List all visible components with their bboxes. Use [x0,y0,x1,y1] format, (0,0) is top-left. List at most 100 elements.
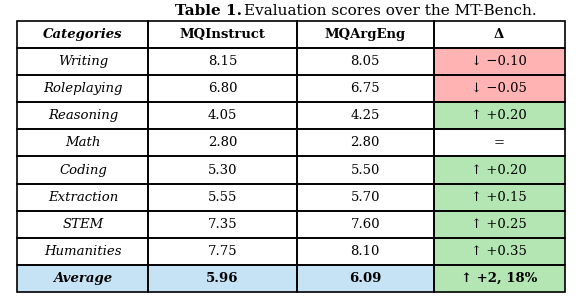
Text: ↑ +0.35: ↑ +0.35 [471,245,527,258]
Bar [148,21,297,48]
Text: 4.25: 4.25 [350,109,380,122]
Bar [297,184,434,211]
Bar [434,102,565,129]
Text: MQInstruct: MQInstruct [180,28,265,41]
Text: 5.50: 5.50 [350,164,380,176]
Bar [297,265,434,292]
Text: Table 1.: Table 1. [175,4,242,18]
Text: ↑ +0.20: ↑ +0.20 [471,164,527,176]
Bar [148,129,297,156]
Bar [17,238,148,265]
Bar [297,129,434,156]
Bar [434,211,565,238]
Bar [434,102,565,129]
Text: MQArgEng: MQArgEng [325,28,406,41]
Bar [17,75,148,102]
Bar [434,129,565,156]
Bar [297,238,434,265]
Bar [17,265,148,292]
Bar [434,156,565,184]
Bar [297,156,434,184]
Text: ↑ +0.25: ↑ +0.25 [471,218,527,231]
Bar [148,156,297,184]
Text: 2.80: 2.80 [350,136,380,149]
Bar [148,184,297,211]
Bar [148,21,297,48]
Bar [434,129,565,156]
Bar [148,102,297,129]
Bar [17,21,148,48]
Bar [297,211,434,238]
Text: Writing: Writing [58,55,108,68]
Bar [17,129,148,156]
Bar [434,21,565,48]
Bar [434,184,565,211]
Text: 7.75: 7.75 [208,245,237,258]
Bar [148,75,297,102]
Bar [297,129,434,156]
Bar [17,156,148,184]
Bar [297,238,434,265]
Text: 6.75: 6.75 [350,82,380,95]
Bar [434,21,565,48]
Text: ↓ −0.10: ↓ −0.10 [471,55,527,68]
Bar [148,184,297,211]
Bar [17,184,148,211]
Bar [297,265,434,292]
Bar [297,211,434,238]
Text: 5.70: 5.70 [350,191,380,204]
Bar [297,102,434,129]
Text: Humanities: Humanities [44,245,122,258]
Text: 5.30: 5.30 [208,164,237,176]
Bar [297,21,434,48]
Text: Roleplaying: Roleplaying [43,82,123,95]
Bar [434,265,565,292]
Bar [434,211,565,238]
Bar [148,265,297,292]
Text: Δ: Δ [494,28,504,41]
Bar [148,129,297,156]
Text: ↑ +0.15: ↑ +0.15 [471,191,527,204]
Text: 8.15: 8.15 [208,55,237,68]
Bar [17,156,148,184]
Text: Math: Math [65,136,101,149]
Bar [148,238,297,265]
Bar [297,156,434,184]
Bar [17,238,148,265]
Bar [17,48,148,75]
Bar [148,102,297,129]
Text: 8.10: 8.10 [350,245,380,258]
Text: Evaluation scores over the MT-Bench.: Evaluation scores over the MT-Bench. [244,4,537,18]
Bar [297,102,434,129]
Text: ↓ −0.05: ↓ −0.05 [471,82,527,95]
Text: 6.80: 6.80 [208,82,237,95]
Bar [297,75,434,102]
Text: 4.05: 4.05 [208,109,237,122]
Text: 2.80: 2.80 [208,136,237,149]
Bar [434,48,565,75]
Bar [148,211,297,238]
Text: 7.35: 7.35 [208,218,237,231]
Text: Coding: Coding [59,164,107,176]
Text: 7.60: 7.60 [350,218,380,231]
Bar [17,21,148,48]
Text: Average: Average [54,272,112,285]
Text: STEM: STEM [62,218,104,231]
Text: 8.05: 8.05 [350,55,380,68]
Bar [434,75,565,102]
Bar [148,238,297,265]
Bar [148,75,297,102]
Bar [17,102,148,129]
Bar [17,211,148,238]
Bar [17,75,148,102]
Text: 5.55: 5.55 [208,191,237,204]
Bar [434,265,565,292]
Bar [148,48,297,75]
Bar [434,156,565,184]
Bar [297,184,434,211]
Text: 5.96: 5.96 [207,272,239,285]
Text: =: = [494,136,505,149]
Bar [434,184,565,211]
Bar [297,48,434,75]
Bar [297,21,434,48]
